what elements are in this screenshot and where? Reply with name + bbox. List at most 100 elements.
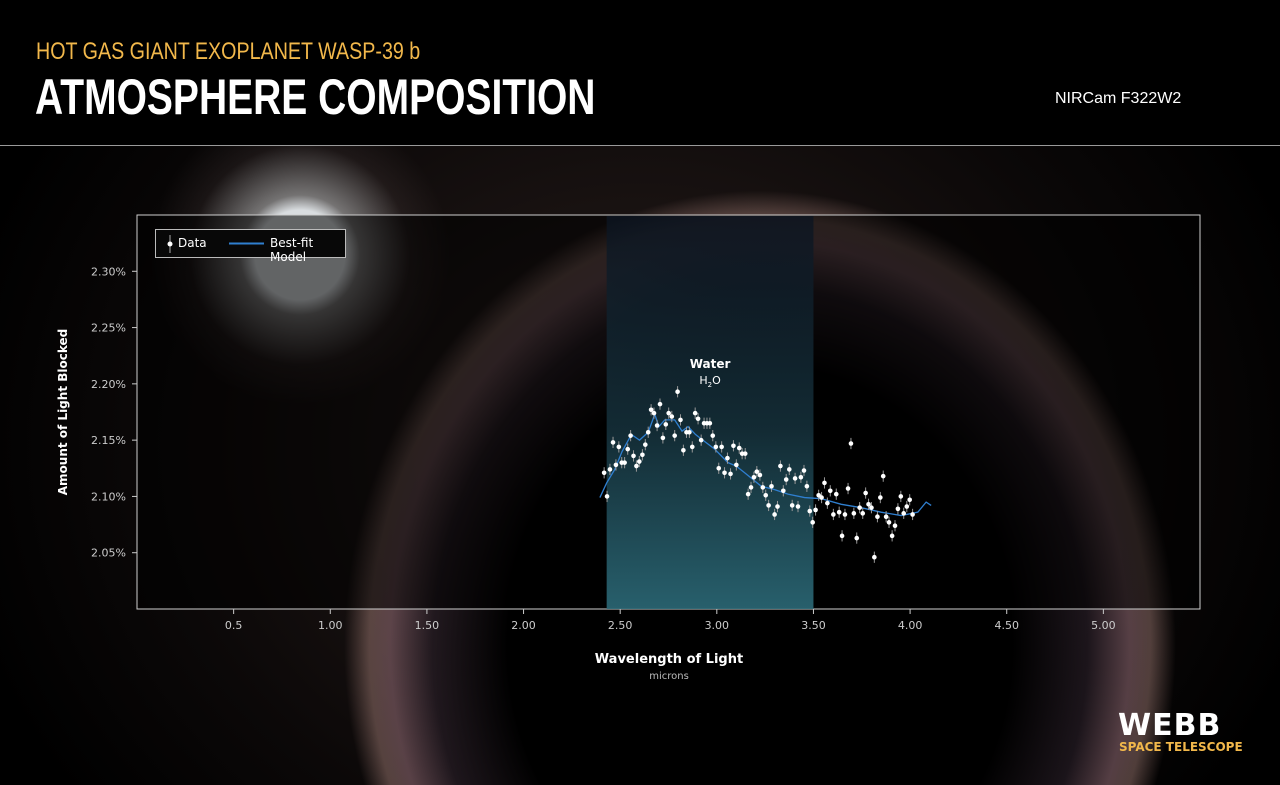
y-tick-label: 2.05% xyxy=(91,547,126,560)
data-marker xyxy=(792,476,798,481)
data-point xyxy=(904,500,910,513)
data-point xyxy=(748,481,754,494)
data-point xyxy=(898,490,904,503)
data-marker xyxy=(898,494,904,499)
page-title: ATMOSPHERE COMPOSITION xyxy=(35,69,596,125)
data-marker xyxy=(763,493,769,498)
x-tick-label: 1.50 xyxy=(415,619,440,632)
data-marker xyxy=(848,441,854,446)
data-marker xyxy=(675,389,680,395)
data-marker xyxy=(795,504,801,509)
data-marker xyxy=(643,442,648,447)
data-marker xyxy=(831,512,836,517)
data-point xyxy=(833,488,839,500)
data-point xyxy=(687,426,692,438)
data-marker xyxy=(813,507,818,513)
data-marker xyxy=(769,483,774,489)
data-point xyxy=(810,516,815,528)
data-point xyxy=(657,398,663,410)
data-marker xyxy=(616,444,622,450)
webb-logo: WEBB xyxy=(1118,708,1222,743)
data-point xyxy=(678,414,683,426)
data-marker xyxy=(610,440,616,445)
kicker-title: HOT GAS GIANT EXOPLANET WASP-39 b xyxy=(36,38,421,65)
data-marker xyxy=(607,467,613,472)
data-point xyxy=(772,508,777,521)
data-point xyxy=(878,491,883,504)
data-point xyxy=(616,441,622,453)
data-point xyxy=(851,507,857,519)
data-point xyxy=(825,497,830,509)
data-point xyxy=(607,463,613,476)
data-point xyxy=(813,504,818,516)
data-point xyxy=(763,489,769,501)
data-marker xyxy=(851,511,857,516)
y-tick-label: 2.30% xyxy=(91,265,126,278)
y-axis-label: Amount of Light Blocked xyxy=(56,329,70,496)
data-marker-icon xyxy=(167,235,173,253)
data-marker xyxy=(907,497,913,503)
data-marker xyxy=(666,410,671,416)
data-point xyxy=(886,516,892,528)
data-point xyxy=(769,480,774,492)
x-tick-label: 2.00 xyxy=(511,619,536,632)
data-point xyxy=(643,439,648,451)
data-point xyxy=(745,488,751,500)
data-point xyxy=(728,468,733,480)
data-point xyxy=(640,449,645,461)
data-point xyxy=(672,430,677,442)
data-point xyxy=(845,482,851,495)
header: HOT GAS GIANT EXOPLANET WASP-39 b ATMOSP… xyxy=(0,0,1280,146)
data-marker xyxy=(819,495,824,500)
data-marker xyxy=(631,453,636,459)
model-line-icon xyxy=(229,242,264,245)
data-marker xyxy=(731,443,736,449)
data-marker xyxy=(648,407,654,413)
data-marker xyxy=(663,422,669,427)
data-marker xyxy=(651,410,657,416)
data-point xyxy=(604,490,610,503)
data-marker xyxy=(601,470,607,476)
data-marker xyxy=(710,433,716,438)
data-marker xyxy=(863,490,868,496)
data-point xyxy=(710,430,716,442)
data-point xyxy=(725,452,730,464)
x-tick-label: 0.5 xyxy=(225,619,243,632)
data-point xyxy=(754,466,760,478)
data-marker xyxy=(804,483,810,489)
data-point xyxy=(716,462,722,474)
data-point xyxy=(781,485,786,497)
data-marker xyxy=(713,444,719,450)
data-point xyxy=(819,491,824,504)
data-point xyxy=(883,511,889,523)
legend-model: Best-fit Model xyxy=(270,236,314,264)
data-marker xyxy=(822,480,827,486)
data-marker xyxy=(634,463,639,469)
data-marker xyxy=(866,502,871,507)
data-point xyxy=(863,487,868,499)
data-marker xyxy=(801,468,807,473)
data-point xyxy=(645,426,651,438)
x-tick-label: 2.50 xyxy=(608,619,633,632)
y-tick-label: 2.20% xyxy=(91,378,126,391)
data-marker xyxy=(889,533,895,539)
data-point xyxy=(734,459,739,471)
data-point xyxy=(707,417,713,429)
data-point xyxy=(722,467,727,479)
data-point xyxy=(669,410,675,423)
data-point xyxy=(631,450,636,462)
data-marker xyxy=(757,472,763,478)
data-marker xyxy=(625,446,631,452)
x-tick-label: 5.00 xyxy=(1091,619,1116,632)
data-point xyxy=(839,530,845,542)
data-marker xyxy=(842,512,848,517)
data-point xyxy=(801,464,807,477)
data-marker xyxy=(622,460,627,465)
x-tick-label: 3.50 xyxy=(801,619,826,632)
data-marker xyxy=(857,505,862,510)
data-marker xyxy=(778,463,783,469)
data-point xyxy=(875,511,880,523)
data-point xyxy=(766,499,771,512)
x-tick-label: 4.00 xyxy=(898,619,923,632)
